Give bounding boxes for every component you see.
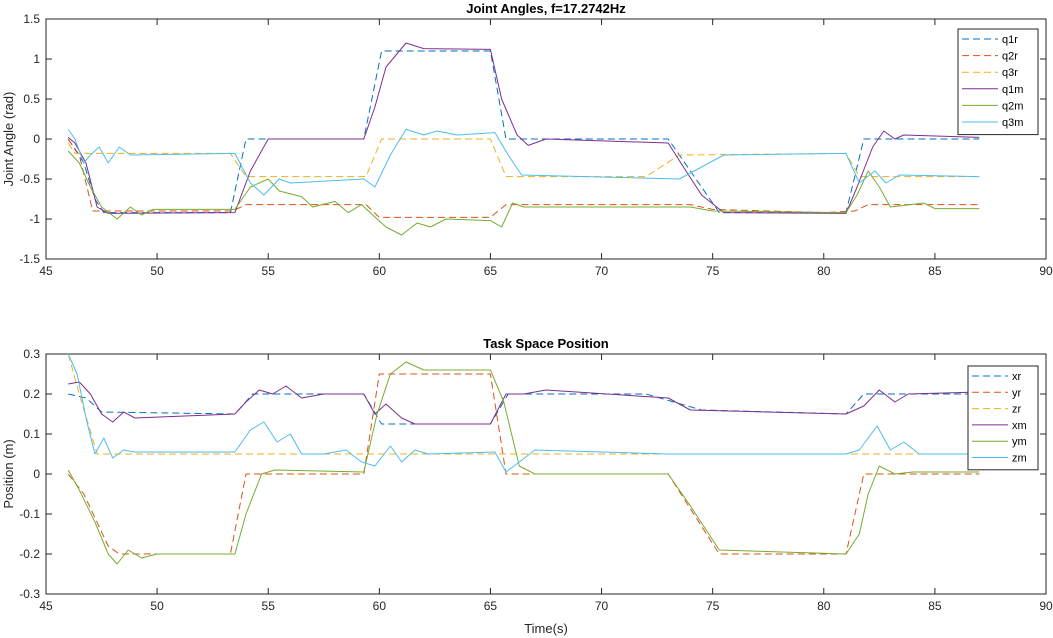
- x-tick-label: 75: [706, 264, 720, 278]
- legend: q1r q2r q3r q1m q2m q3m: [957, 28, 1039, 136]
- x-tick-label: 90: [1039, 264, 1053, 278]
- x-tick-label: 45: [39, 264, 53, 278]
- y-tick-label: -0.3: [19, 587, 40, 601]
- y-tick-label: 0.3: [23, 347, 40, 361]
- y-axis-label: Position (m): [1, 439, 16, 508]
- x-tick-label: 50: [150, 264, 164, 278]
- legend-box: [967, 365, 1039, 471]
- series-line-zm: [67, 353, 980, 473]
- legend-label-ym: ym: [1012, 436, 1027, 448]
- chart-title: Joint Angles, f=17.2742Hz: [466, 1, 626, 16]
- x-tick-label: 80: [817, 264, 831, 278]
- series-line-q1m: [67, 42, 980, 214]
- x-tick-label: 80: [817, 599, 831, 613]
- y-tick-label: 1: [33, 52, 40, 66]
- series-line-q2r: [67, 138, 980, 218]
- legend-box: [957, 28, 1039, 136]
- y-tick-label: -0.2: [19, 547, 40, 561]
- x-tick-label: 50: [150, 599, 164, 613]
- y-tick-label: -0.5: [19, 172, 40, 186]
- series-line-q1r: [67, 50, 980, 214]
- x-axis-label: Time(s): [524, 621, 568, 636]
- x-tick-label: 55: [262, 264, 276, 278]
- joint-angles-axes: 45 50 55 60 65 70 75 80 85 90 -1.5 -1 -0.5 0 0.5 1 1.5 Jo…: [1, 1, 1053, 278]
- x-tick-label: 60: [373, 599, 387, 613]
- y-axis-label: Joint Angle (rad): [1, 92, 16, 187]
- series-line-ym: [67, 361, 980, 565]
- x-tick-label: 75: [706, 599, 720, 613]
- legend-label-q3r: q3r: [1002, 67, 1018, 79]
- y-tick-label: 0.2: [23, 387, 40, 401]
- chart-title: Task Space Position: [483, 336, 609, 351]
- x-tick-label: 60: [373, 264, 387, 278]
- series-line-q2m: [67, 150, 980, 236]
- x-tick-label: 90: [1039, 599, 1053, 613]
- x-tick-label: 55: [262, 599, 276, 613]
- y-tick-label: 0: [33, 132, 40, 146]
- legend-label-xm: xm: [1012, 420, 1027, 432]
- legend-label-xr: xr: [1012, 371, 1022, 383]
- y-tick-label: -0.1: [19, 507, 40, 521]
- series-line-q3m: [67, 128, 980, 196]
- legend-label-zm: zm: [1012, 453, 1027, 465]
- legend-label-zr: zr: [1012, 404, 1022, 416]
- x-tick-label: 70: [595, 599, 609, 613]
- x-tick-label: 65: [484, 264, 498, 278]
- series-line-zr: [67, 353, 980, 455]
- x-tick-label: 70: [595, 264, 609, 278]
- legend: xr yr zr xm ym zm: [967, 365, 1039, 471]
- legend-label-q1m: q1m: [1002, 84, 1023, 96]
- series-line-yr: [67, 373, 980, 555]
- legend-label-q3m: q3m: [1002, 117, 1023, 129]
- legend-label-q2r: q2r: [1002, 51, 1018, 63]
- x-tick-label: 65: [484, 599, 498, 613]
- task-space-axes: 45 50 55 60 65 70 75 80 85 90 -0.3 -0.2 -0.1 0 0.1 0.2 0…: [1, 336, 1053, 636]
- x-tick-label: 85: [928, 599, 942, 613]
- y-tick-label: -1: [29, 212, 40, 226]
- legend-label-q1r: q1r: [1002, 34, 1018, 46]
- series-line-xm: [68, 381, 980, 425]
- y-tick-label: 0.5: [23, 92, 40, 106]
- x-tick-label: 45: [39, 599, 53, 613]
- y-tick-label: 1.5: [23, 12, 40, 26]
- y-tick-label: -1.5: [19, 252, 40, 266]
- legend-label-yr: yr: [1012, 387, 1022, 399]
- y-tick-label: 0: [33, 467, 40, 481]
- x-tick-label: 85: [928, 264, 942, 278]
- y-tick-label: 0.1: [23, 427, 40, 441]
- legend-label-q2m: q2m: [1002, 100, 1023, 112]
